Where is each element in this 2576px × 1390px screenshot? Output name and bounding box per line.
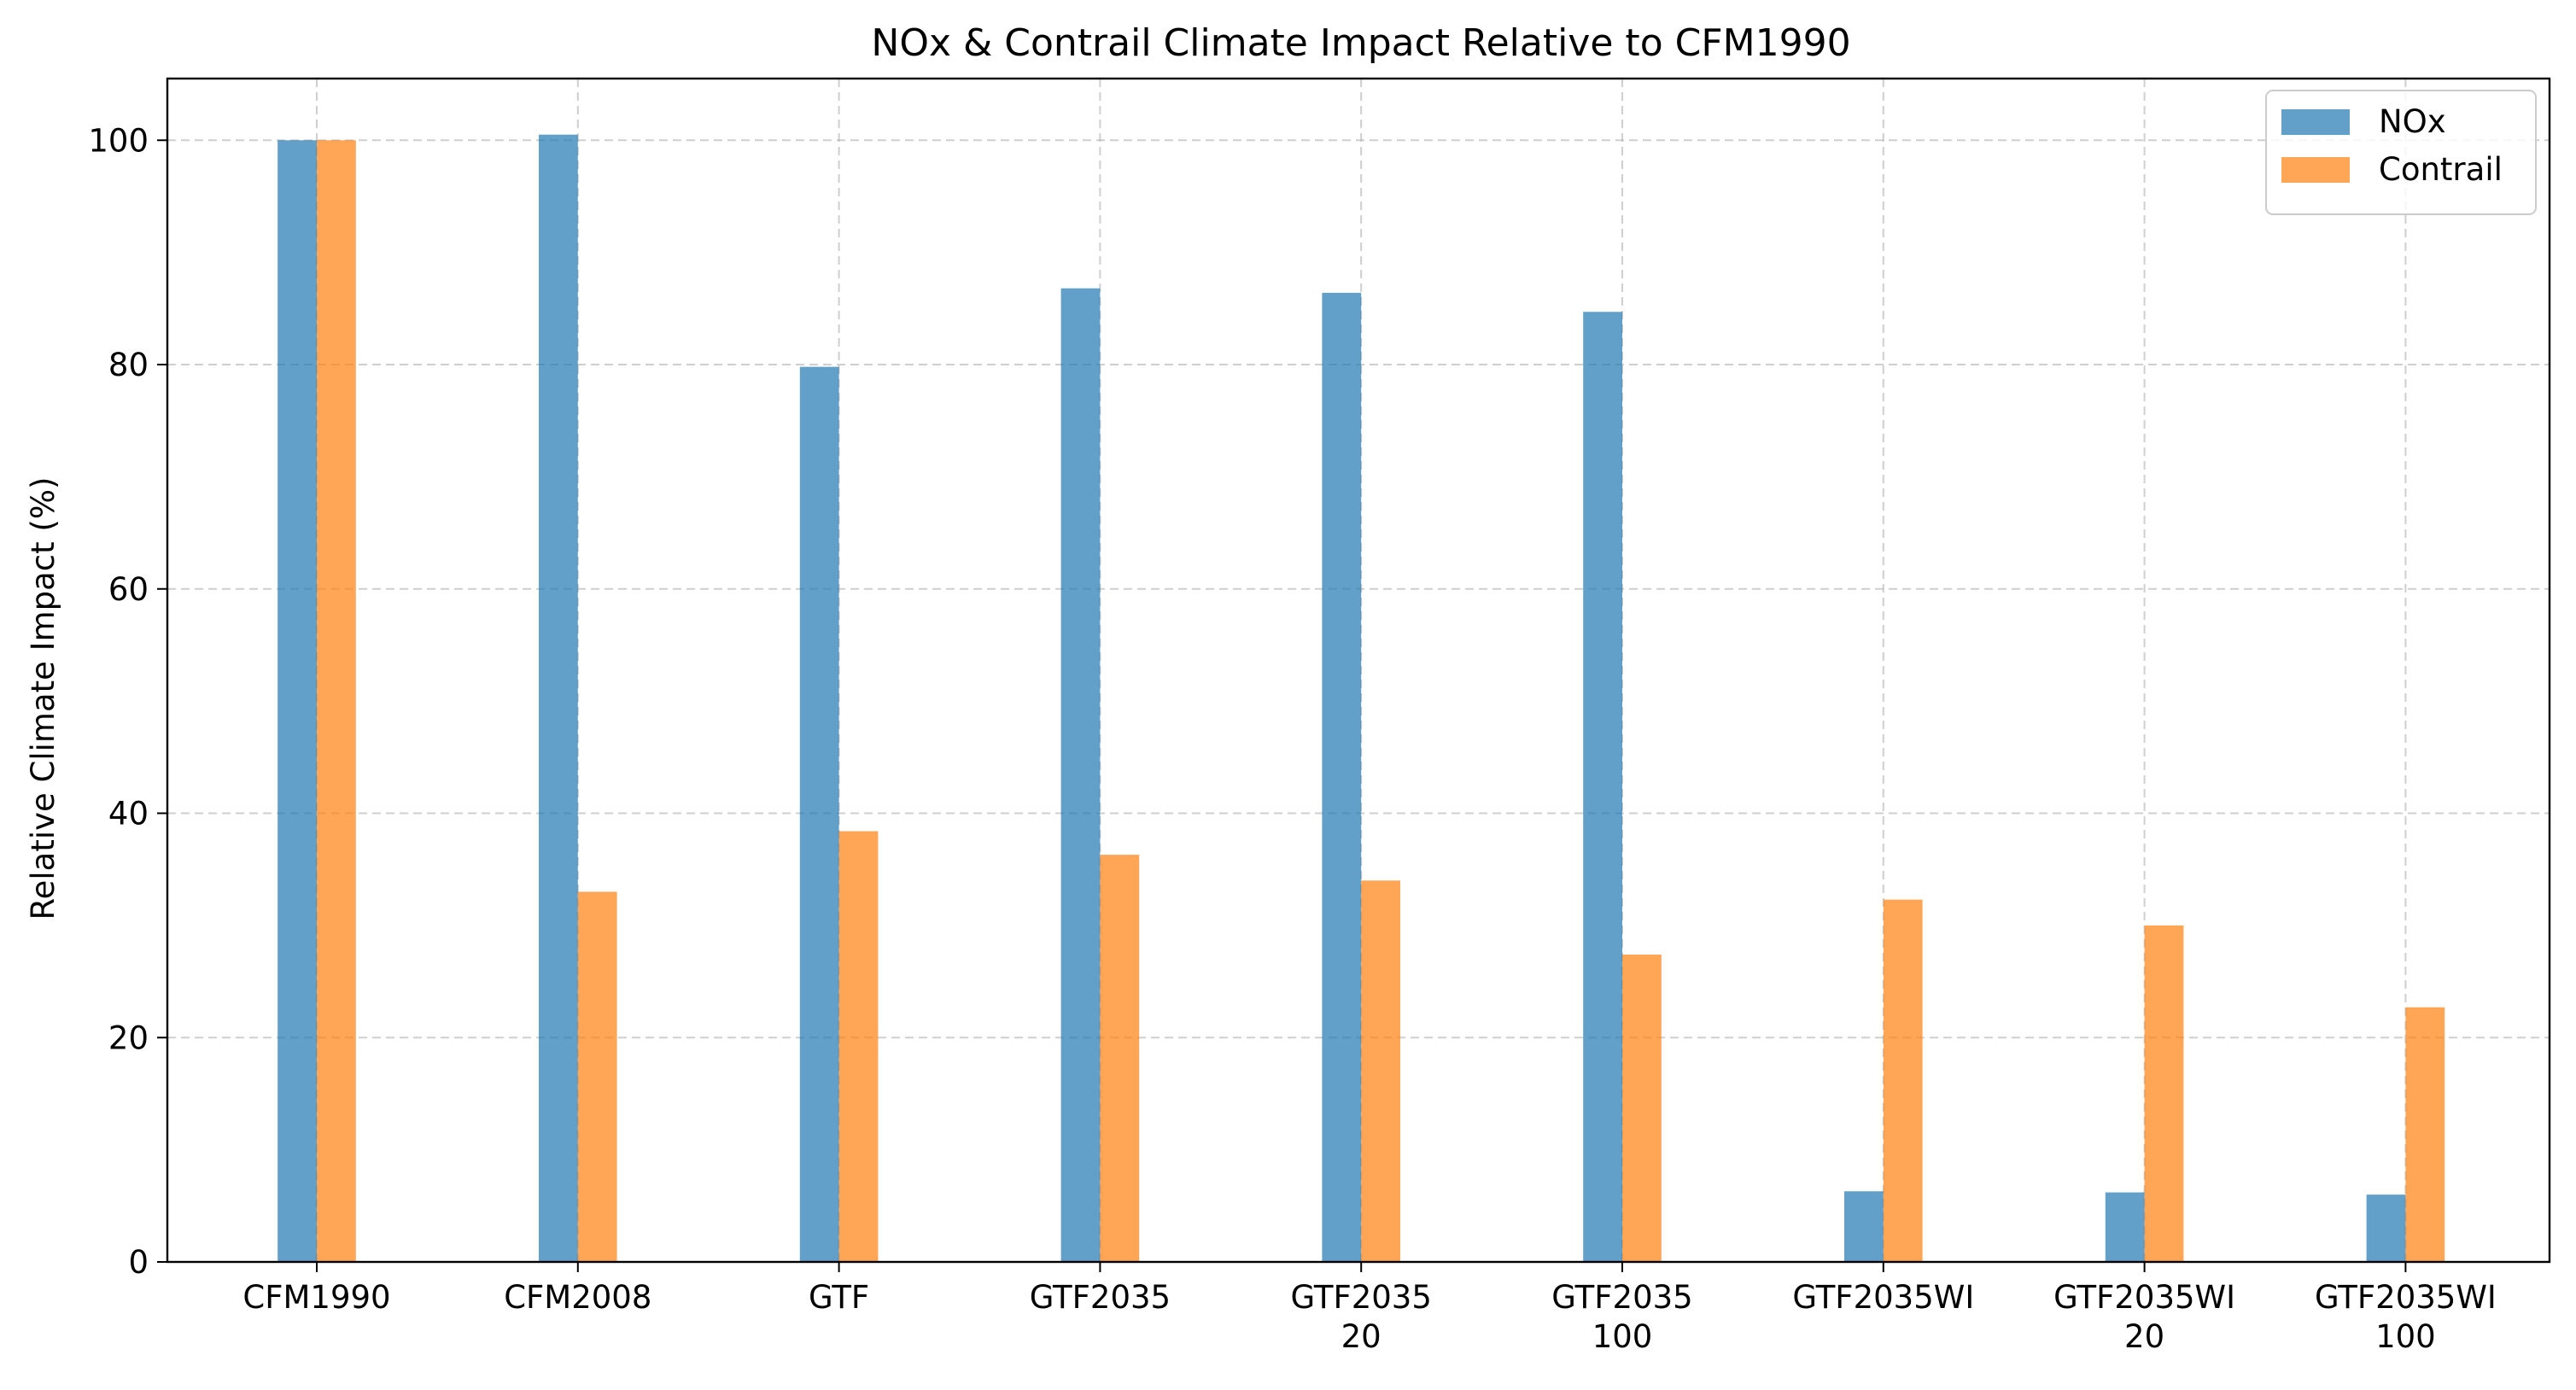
legend-label-nox: NOx [2379, 103, 2446, 140]
y-tick-label: 20 [108, 1019, 149, 1056]
bar-nox-0 [277, 140, 317, 1263]
y-tick-label: 60 [108, 571, 149, 608]
x-tick-label: GTF2035WI [1792, 1279, 1974, 1316]
bar-contrail-1 [577, 891, 617, 1262]
y-tick-label: 40 [108, 796, 149, 832]
legend-swatch-nox [2281, 109, 2350, 135]
x-tick-label: GTF2035WI [2315, 1279, 2497, 1316]
bar-nox-1 [539, 134, 578, 1262]
bar-contrail-6 [1883, 899, 1923, 1262]
bar-nox-3 [1060, 288, 1101, 1262]
y-tick-label: 80 [108, 347, 149, 383]
bar-contrail-4 [1361, 880, 1400, 1262]
bar-nox-5 [1583, 312, 1622, 1262]
chart-title: NOx & Contrail Climate Impact Relative t… [871, 21, 1850, 65]
y-axis-label: Relative Climate Impact (%) [25, 477, 61, 920]
bar-contrail-3 [1100, 855, 1140, 1262]
y-tick-label: 100 [88, 122, 149, 159]
bar-contrail-5 [1622, 955, 1662, 1262]
bar-contrail-0 [317, 140, 356, 1263]
bar-nox-6 [1844, 1191, 1884, 1262]
x-tick-label: CFM2008 [504, 1279, 651, 1316]
x-tick-label: GTF2035WI [2053, 1279, 2235, 1316]
bar-contrail-7 [2144, 925, 2184, 1262]
bars [277, 134, 2445, 1263]
legend: NOx Contrail [2265, 90, 2537, 215]
x-tick-label: CFM1990 [242, 1279, 390, 1316]
legend-label-contrail: Contrail [2379, 151, 2503, 188]
bar-contrail-8 [2405, 1007, 2445, 1262]
plot-frame [166, 77, 2551, 1264]
x-tick-label: GTF2035 [1551, 1279, 1692, 1316]
x-tick-label: 20 [1341, 1318, 1381, 1355]
ticks: 0 20 40 60 80 100 CFM1990 CFM2008 GTF GTF2035 GTF2… [88, 122, 2496, 1355]
x-tick-label: GTF2035 [1030, 1279, 1171, 1316]
bar-nox-2 [799, 366, 839, 1263]
axes [166, 77, 2551, 1264]
bar-contrail-2 [838, 831, 879, 1262]
x-tick-label: 20 [2124, 1318, 2164, 1355]
bar-nox-4 [1322, 292, 1362, 1263]
x-tick-label: 100 [2375, 1318, 2436, 1355]
bar-nox-7 [2105, 1192, 2145, 1262]
y-tick-label: 0 [128, 1244, 149, 1281]
x-tick-label: GTF2035 [1290, 1279, 1431, 1316]
x-tick-label: 100 [1592, 1318, 1653, 1355]
legend-swatch-contrail [2281, 157, 2350, 183]
bar-nox-8 [2366, 1194, 2406, 1262]
x-tick-label: GTF [809, 1279, 869, 1316]
